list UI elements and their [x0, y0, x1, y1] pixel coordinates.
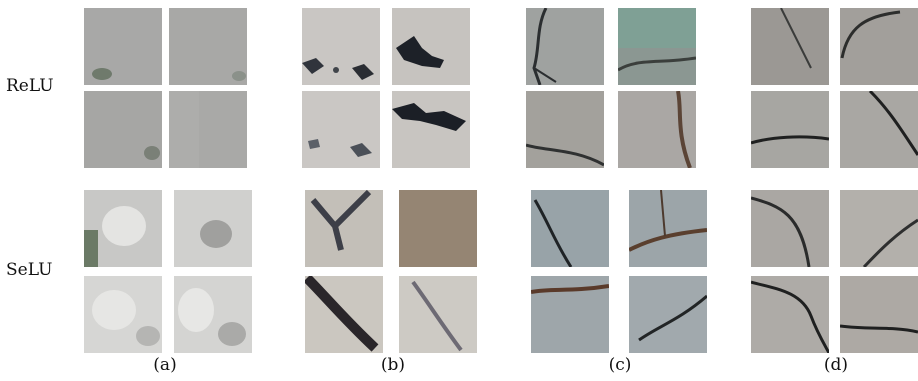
- relu-d-tile-1: [751, 8, 829, 85]
- col-label-b: (b): [380, 355, 406, 375]
- selu-b-tile-2: [399, 190, 477, 267]
- selu-c-tile-4: [629, 276, 707, 353]
- selu-b-tile-4: [399, 276, 477, 353]
- relu-b-tile-3: [302, 91, 380, 168]
- relu-c-tile-2: [618, 8, 696, 85]
- relu-d-tile-3: [751, 91, 829, 168]
- selu-a-tile-1: [84, 190, 162, 267]
- selu-d-tile-3: [751, 276, 829, 353]
- selu-d-tile-2: [840, 190, 918, 267]
- selu-c-tile-1: [531, 190, 609, 267]
- selu-c-tile-2: [629, 190, 707, 267]
- relu-a-tile-2: [169, 8, 247, 85]
- relu-c-tile-3: [526, 91, 604, 168]
- col-label-c: (c): [608, 355, 632, 375]
- selu-a-tile-3: [84, 276, 162, 353]
- selu-a-tile-4: [174, 276, 252, 353]
- row-label-selu: SeLU: [6, 260, 53, 280]
- relu-b-tile-2: [392, 8, 470, 85]
- relu-c-tile-1: [526, 8, 604, 85]
- col-label-a: (a): [153, 355, 177, 375]
- relu-a-tile-3: [84, 91, 162, 168]
- selu-c-tile-3: [531, 276, 609, 353]
- relu-b-tile-4: [392, 91, 470, 168]
- selu-b-tile-3: [305, 276, 383, 353]
- col-label-d: (d): [823, 355, 849, 375]
- selu-d-tile-4: [840, 276, 918, 353]
- relu-a-tile-4: [169, 91, 247, 168]
- selu-a-tile-2: [174, 190, 252, 267]
- relu-d-tile-4: [840, 91, 918, 168]
- relu-a-tile-1: [84, 8, 162, 85]
- relu-c-tile-4: [618, 91, 696, 168]
- selu-d-tile-1: [751, 190, 829, 267]
- row-label-relu: ReLU: [6, 76, 54, 96]
- relu-d-tile-2: [840, 8, 918, 85]
- selu-b-tile-1: [305, 190, 383, 267]
- relu-b-tile-1: [302, 8, 380, 85]
